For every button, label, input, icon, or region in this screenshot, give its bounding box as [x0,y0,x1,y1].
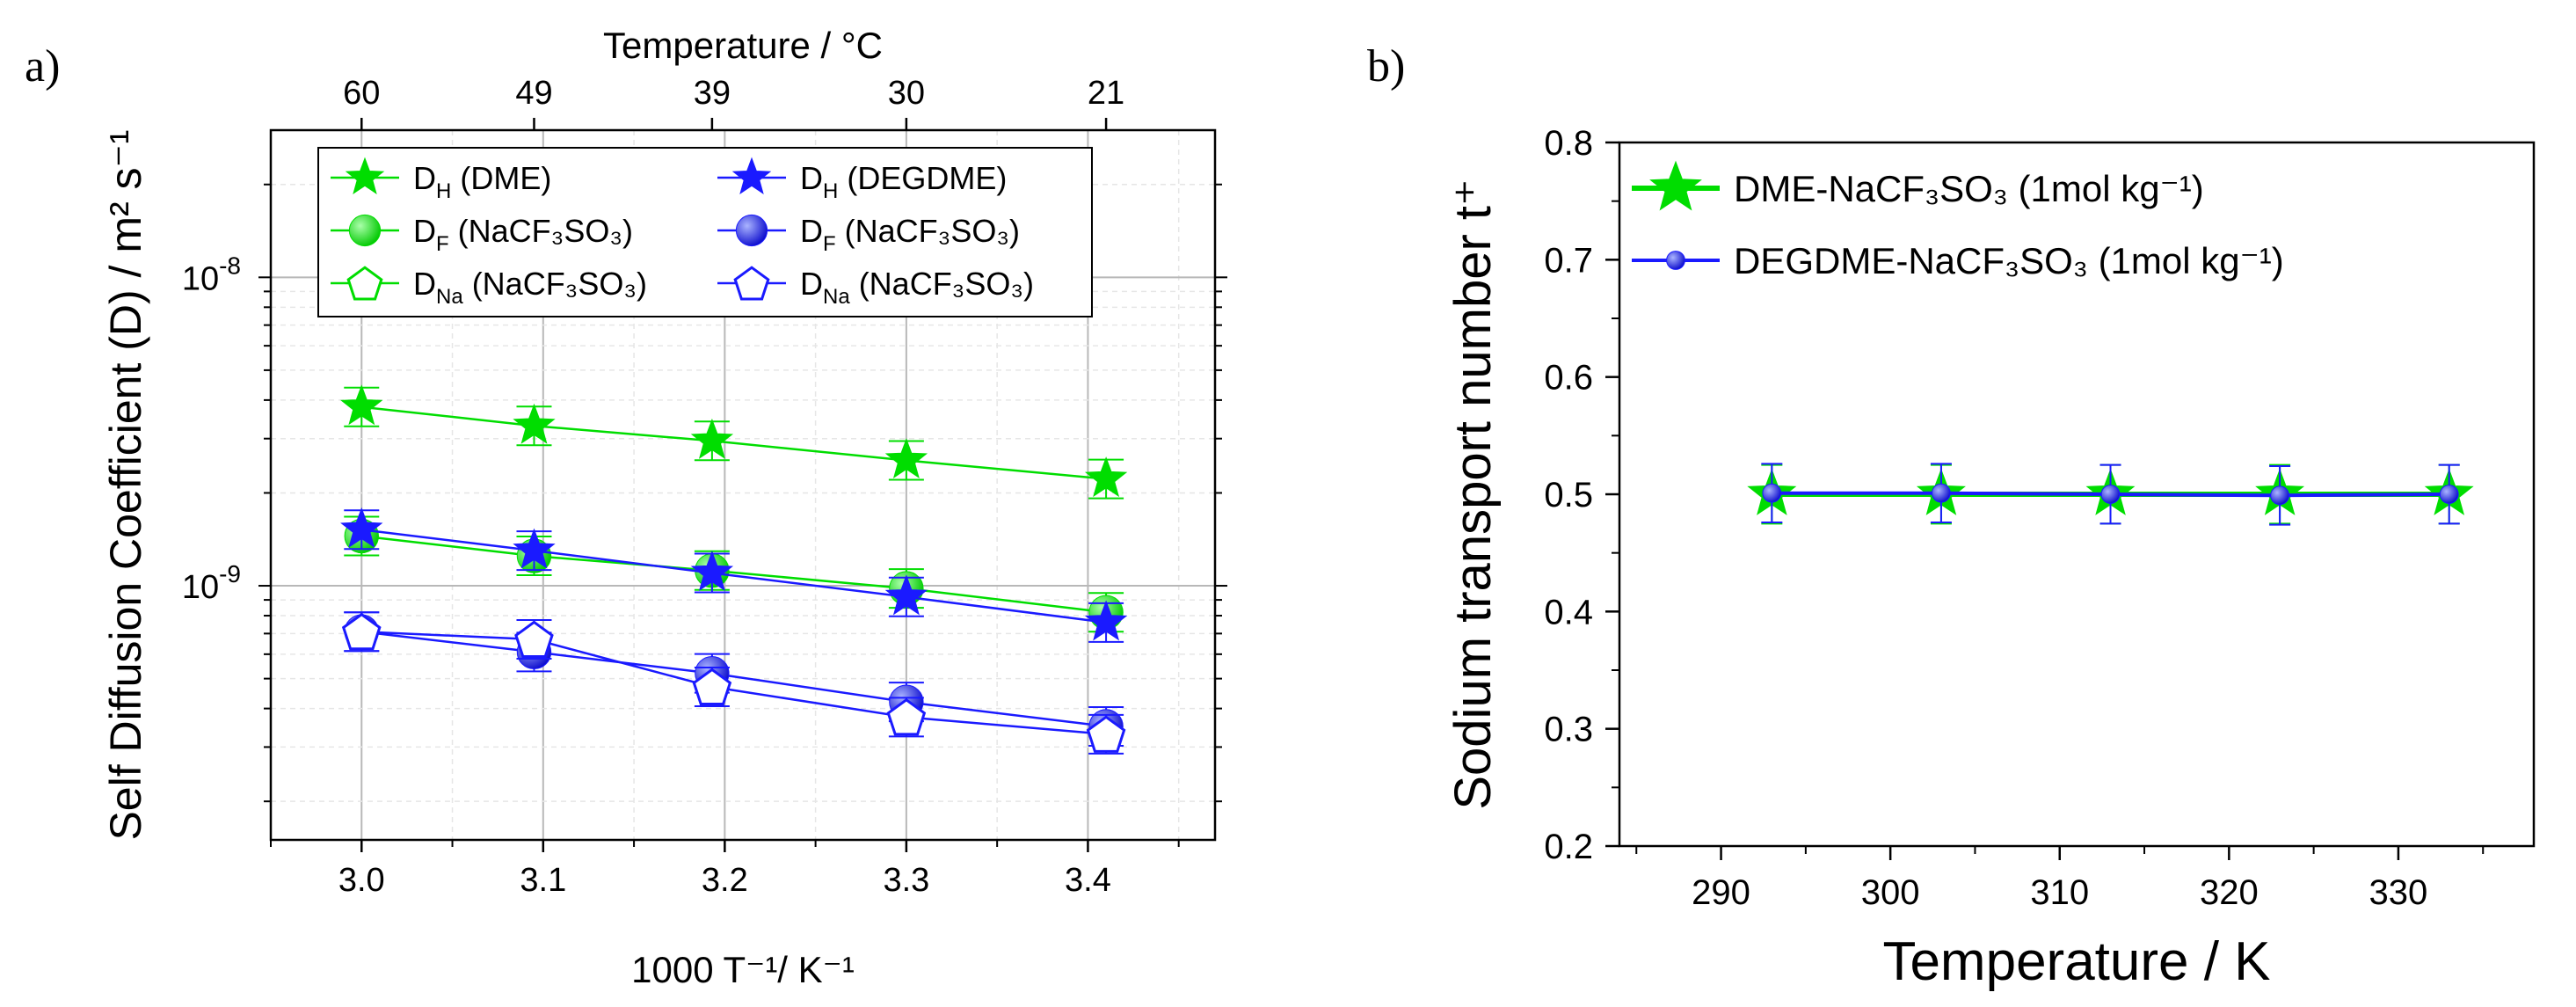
chart-a: 3.0 3.1 3.2 3.3 3.4 60 49 39 30 21 10-8 10-9 1000 T⁻… [101,25,1227,990]
legend-marker-0 [345,157,385,194]
legend-marker-1 [1666,251,1685,270]
x-tick-label: 3.2 [702,862,748,899]
x-tick-label: 310 [2030,873,2089,912]
data-point-5-3 [886,697,927,736]
y-tick-label: 0.7 [1544,241,1593,280]
legend-marker-5 [733,266,770,301]
data-point-0-2 [690,418,734,459]
data-point-5-4 [1086,715,1126,753]
plot-frame-a [269,128,1217,842]
x-axis-title: 1000 T⁻¹/ K⁻¹ [631,949,855,990]
data-point-1-2 [2100,485,2121,504]
x-axis-title: Temperature / K [1882,931,2270,992]
panel-b-label: b) [1367,41,1405,91]
x2-axis-title: Temperature / °C [603,25,883,66]
data-point-3-4 [1084,600,1128,641]
x-tick-label: 3.1 [520,862,566,899]
series-line-5 [361,630,1107,736]
x2-tick-label: 49 [515,75,552,112]
x-tick-label: 290 [1692,873,1750,912]
data-point-3-3 [884,574,928,616]
data-point-0-3 [884,438,928,479]
y-tick-label: 0.3 [1544,711,1593,749]
x2-tick-label: 39 [694,75,731,112]
legend-label-2: DNa (NaCF₃SO₃) [413,266,647,309]
legend-label-1: DEGDME-NaCF₃SO₃ (1mol kg⁻¹) [1734,240,2284,281]
x-tick-label: 320 [2200,873,2259,912]
data-point-5-1 [514,620,554,658]
x-tick-label: 300 [1861,873,1920,912]
legend-label-3: DH (DEGDME) [800,160,1007,203]
legend-label-5: DNa (NaCF₃SO₃) [800,266,1034,309]
data-point-0-1 [513,403,556,444]
series-line-4 [361,630,1107,728]
y-tick-label: 0.2 [1544,828,1593,866]
data-point-1-0 [1762,483,1782,503]
data-point-3-1 [513,528,556,569]
legend-marker-0 [1649,160,1702,211]
legend-marker-2 [346,266,383,301]
legend-a: DH (DME) DF (NaCF₃SO₃) DNa (NaCF₃SO₃) DH (D… [317,147,1093,317]
legend-b: DME-NaCF₃SO₃ (1mol kg⁻¹) DEGDME-NaCF₃SO₃ … [1632,160,2284,281]
x-tick-label: 3.0 [338,862,385,899]
legend-label-1: DF (NaCF₃SO₃) [413,213,633,256]
data-point-3-0 [340,507,383,548]
y-tick-label: 0.6 [1544,359,1593,398]
x-tick-label: 3.4 [1065,862,1111,899]
legend-marker-4 [735,214,768,247]
x2-tick-label: 60 [343,75,380,112]
y-tick-label: 0.4 [1544,593,1593,631]
data-point-5-0 [341,612,382,651]
x-tick-label: 3.3 [883,862,929,899]
y-tick-label: 10-9 [182,560,241,606]
data-point-3-2 [690,551,734,592]
series-line-0 [361,405,1107,480]
data-point-0-4 [1084,456,1128,498]
series-line-1 [361,535,1107,614]
x-tick-label: 330 [2369,873,2428,912]
y-axis-title: Sodium transport number t⁺ [1444,179,1502,809]
data-point-1-3 [2270,485,2290,506]
legend-marker-3 [731,157,772,194]
data-point-1-4 [2439,485,2459,504]
y-axis-title: Self Diffusion Coefficient (D) / m² s⁻¹ [101,129,150,840]
x2-tick-label: 30 [888,75,925,112]
y-tick-label: 0.8 [1544,124,1593,163]
y-tick-label: 10-8 [182,252,241,297]
legend-marker-1 [348,214,382,247]
chart-b: 290 300 310 320 330 0.2 0.3 0.4 0.5 0.6 0.7 0.8 Temp… [1444,124,2536,992]
panel-a-label: a) [25,41,60,91]
data-point-0-0 [340,384,383,426]
legend-box [317,147,1093,317]
data-point-5-2 [692,668,732,705]
y-tick-label: 0.5 [1544,476,1593,514]
series-line-3 [361,529,1107,624]
x2-tick-label: 21 [1088,75,1124,112]
legend-label-4: DF (NaCF₃SO₃) [800,213,1020,256]
data-point-1-1 [1932,483,1951,503]
legend-label-0: DME-NaCF₃SO₃ (1mol kg⁻¹) [1734,168,2204,209]
legend-label-0: DH (DME) [413,160,551,203]
